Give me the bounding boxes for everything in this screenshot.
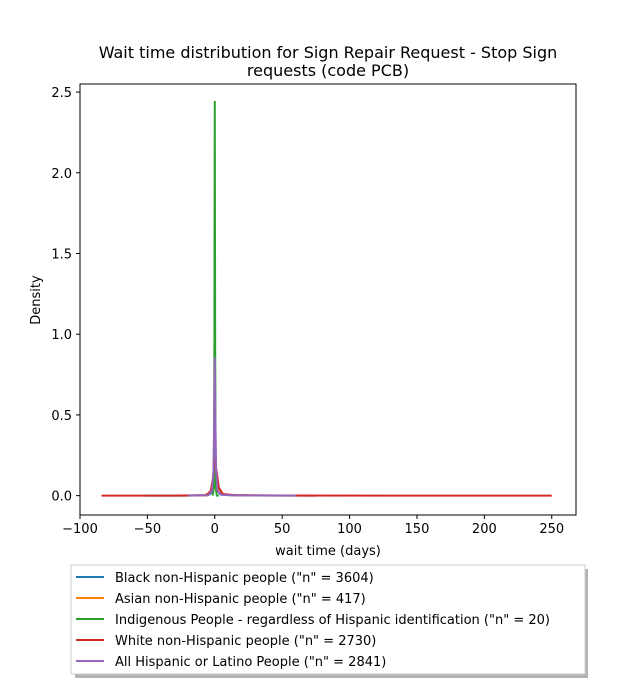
plot-series (101, 100, 552, 497)
legend-label-3: Indigenous People - regardless of Hispan… (115, 613, 550, 628)
x-tick-label-0: −100 (62, 522, 98, 537)
x-tick-label-7: 250 (539, 522, 564, 537)
axis-ticks: −100 −50 0 50 100 150 200 250 0.0 0.5 1.0 1.5 2.0 2.5 (51, 86, 564, 537)
x-tick-label-5: 150 (405, 522, 430, 537)
x-axis-label: wait time (days) (275, 544, 381, 559)
legend-box (70, 564, 586, 675)
x-tick-label-3: 50 (274, 522, 291, 537)
y-tick-label-4: 2.0 (51, 167, 72, 182)
series-line-5 (187, 357, 296, 497)
plot-frame (79, 83, 577, 516)
y-tick-label-1: 0.5 (51, 409, 72, 424)
legend: Black non-Hispanic people ("n" = 3604) As… (70, 564, 588, 678)
chart-title-line-2: requests (code PCB) (247, 61, 409, 80)
x-tick-label-4: 100 (337, 522, 362, 537)
y-tick-label-2: 1.0 (51, 328, 72, 343)
y-tick-label-3: 1.5 (51, 247, 72, 262)
legend-label-2: Asian non-Hispanic people ("n" = 417) (115, 592, 366, 607)
x-tick-label-2: 0 (211, 522, 219, 537)
x-tick-label-1: −50 (134, 522, 161, 537)
chart-title-line-1: Wait time distribution for Sign Repair R… (99, 43, 558, 62)
x-tick-label-6: 200 (472, 522, 497, 537)
y-tick-label-0: 0.0 (51, 490, 72, 505)
legend-label-5: All Hispanic or Latino People ("n" = 284… (115, 655, 386, 670)
y-axis-label: Density (29, 275, 44, 325)
y-tick-label-5: 2.5 (51, 86, 72, 101)
legend-label-4: White non-Hispanic people ("n" = 2730) (115, 634, 376, 649)
legend-label-1: Black non-Hispanic people ("n" = 3604) (115, 571, 374, 586)
